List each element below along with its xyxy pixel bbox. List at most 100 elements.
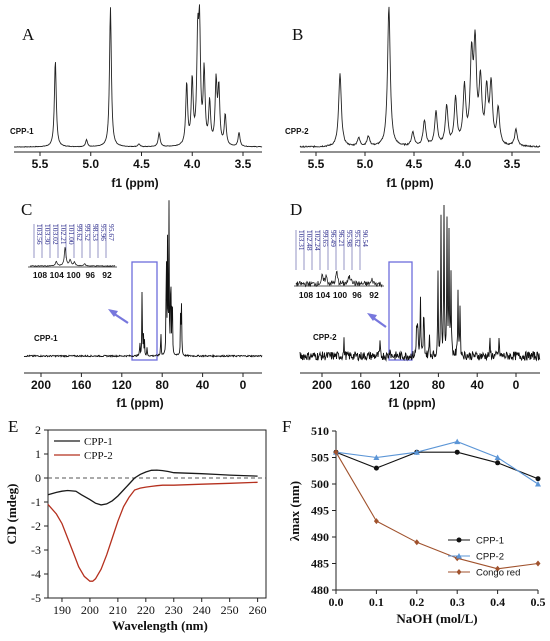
- inset-tick-label: 96: [352, 290, 362, 300]
- y-tick-label-e: -2: [31, 519, 41, 533]
- y-tick-label-e: -3: [31, 543, 41, 557]
- b-tick-label: 5.5: [308, 157, 325, 171]
- x-ticks-d: 200 160 120 80 40 0: [312, 373, 520, 392]
- data-point-cpp-2: [454, 438, 461, 445]
- b-tick-label: 4.5: [406, 157, 423, 171]
- legend-e: CPP-1 CPP-2: [54, 436, 113, 462]
- data-point-cpp-2: [535, 481, 541, 487]
- y-axis-label-e: CD (mdeg): [4, 483, 19, 544]
- panel-a: A 5.5 5.0 4.5 4.0 3.5 CPP-1 f1 (ppm): [10, 4, 263, 190]
- y-tick-label-e: -5: [31, 591, 41, 605]
- data-point-cpp-1: [454, 449, 460, 455]
- data-point-congo-red: [495, 565, 501, 572]
- panel-e: E 190 200 210 220 230 240 250 260-5-4-3-2-1012 …: [4, 417, 267, 633]
- legend-f: CPP-1 CPP-2 Congo red: [448, 536, 520, 579]
- zoom-box-d: [388, 261, 413, 361]
- d-tick-label: 200: [312, 378, 332, 392]
- y-tick-label-e: 2: [35, 423, 41, 437]
- y-tick-label-f: 500: [311, 477, 329, 491]
- y-tick-label-e: 1: [35, 447, 41, 461]
- series-label-b: CPP-2: [285, 127, 309, 136]
- b-tick-label: 4.0: [455, 157, 472, 171]
- inset-tick-label: 92: [369, 290, 379, 300]
- axis-ticks-f: 0.0 0.1 0.2 0.3 0.4 0.5 480 485 490 495 500 505 510: [311, 424, 546, 609]
- data-point-cpp-1: [535, 476, 541, 482]
- spectrum-a: [14, 4, 263, 148]
- series-line-cpp-2: [47, 481, 258, 582]
- data-point-congo-red: [333, 449, 339, 456]
- zoom-box-c: [131, 261, 158, 361]
- panel-letter-f: F: [282, 417, 291, 436]
- y-tick-label-f: 485: [311, 557, 329, 571]
- inset-peak-label: 103.56: [35, 224, 44, 245]
- x-tick-label-e: 210: [109, 603, 127, 617]
- data-point-congo-red: [535, 560, 541, 567]
- c-tick-label: 40: [196, 378, 210, 392]
- legend-label-cpp-2: CPP-2: [84, 450, 113, 462]
- x-tick-label-f: 0.1: [369, 595, 384, 609]
- x-tick-label-f: 0.5: [531, 595, 546, 609]
- series-line-cpp-2: [335, 441, 539, 485]
- zoom-arrowhead-c: [108, 309, 118, 317]
- spectrum-c: [23, 200, 263, 358]
- data-point-congo-red: [373, 518, 379, 525]
- d-tick-label: 120: [390, 378, 410, 392]
- y-tick-label-e: 0: [35, 471, 41, 485]
- inset-peak-label: 102.48: [305, 230, 314, 251]
- inset-peak-label: 101.00: [67, 224, 76, 245]
- legend-label-cpp-2: CPP-2: [476, 552, 504, 563]
- x-ticks-c: 200 160 120 80 40 0: [31, 373, 247, 392]
- series-lines-f: [333, 438, 541, 572]
- panel-letter-b: B: [292, 25, 303, 44]
- data-point-cpp-2: [494, 454, 501, 460]
- inset-peak-label: 98.53: [91, 224, 100, 241]
- inset-peak-label: 90.54: [361, 230, 370, 247]
- x-tick-label-e: 240: [193, 603, 211, 617]
- data-point-cpp-1: [373, 465, 379, 471]
- legend-marker-cpp-2: [456, 553, 462, 559]
- c-tick-label: 120: [112, 378, 132, 392]
- x-axis-label-e: Wavelength (nm): [112, 618, 208, 633]
- inset-spectrum-d: [295, 270, 383, 288]
- spectrum-d: [299, 204, 541, 362]
- x-ticks-b: 5.5 5.0 4.5 4.0 3.5: [308, 152, 521, 171]
- data-point-cpp-2: [413, 449, 420, 455]
- inset-peak-label: 103.30: [43, 224, 52, 245]
- inset-tick-label: 100: [66, 270, 80, 280]
- x-axis-label-c: f1 (ppm): [116, 396, 163, 410]
- legend-marker-cpp-1: [456, 537, 462, 543]
- d-tick-label: 160: [351, 378, 371, 392]
- inset-labels-d: 103.31 102.48 102.24 99.65 96.49 96.21 95.98 95…: [295, 230, 370, 270]
- panel-c: C 103.56 103.30 103.02 102.21 101.00 99.62 99.…: [21, 200, 263, 410]
- x-axis-label-b: f1 (ppm): [386, 176, 433, 190]
- panel-letter-d: D: [290, 200, 302, 219]
- c-tick-label: 80: [156, 378, 170, 392]
- inset-spectrum-c: [29, 247, 116, 267]
- panel-b: B 5.5 5.0 4.5 4.0 3.5 CPP-2 f1 (ppm): [285, 6, 541, 190]
- inset-peak-label: 102.21: [59, 224, 68, 245]
- x-tick-label-e: 200: [81, 603, 99, 617]
- spectrum-b: [299, 6, 541, 149]
- c-tick-label: 200: [31, 378, 51, 392]
- x-tick-label-e: 250: [221, 603, 239, 617]
- series-label-d: CPP-2: [313, 333, 337, 342]
- inset-peak-label: 99.65: [321, 230, 330, 247]
- inset-tick-label: 104: [316, 290, 330, 300]
- inset-tick-label: 108: [33, 270, 47, 280]
- x-tick-label-e: 220: [137, 603, 155, 617]
- y-tick-label-f: 490: [311, 530, 329, 544]
- y-tick-label-f: 505: [311, 451, 329, 465]
- data-point-cpp-2: [373, 454, 380, 460]
- series-line-cpp-1: [335, 451, 539, 480]
- panel-letter-e: E: [8, 417, 18, 436]
- plot-frame-e: [47, 429, 267, 599]
- inset-tick-label: 108: [299, 290, 313, 300]
- inset-tick-label: 96: [86, 270, 96, 280]
- d-tick-label: 0: [513, 378, 520, 392]
- a-tick-label: 5.5: [32, 157, 49, 171]
- x-tick-label-f: 0.2: [409, 595, 424, 609]
- inset-labels-c: 103.56 103.30 103.02 102.21 101.00 99.62 99.52…: [33, 224, 116, 258]
- inset-peak-label: 96.49: [329, 230, 338, 247]
- x-tick-label-e: 260: [249, 603, 267, 617]
